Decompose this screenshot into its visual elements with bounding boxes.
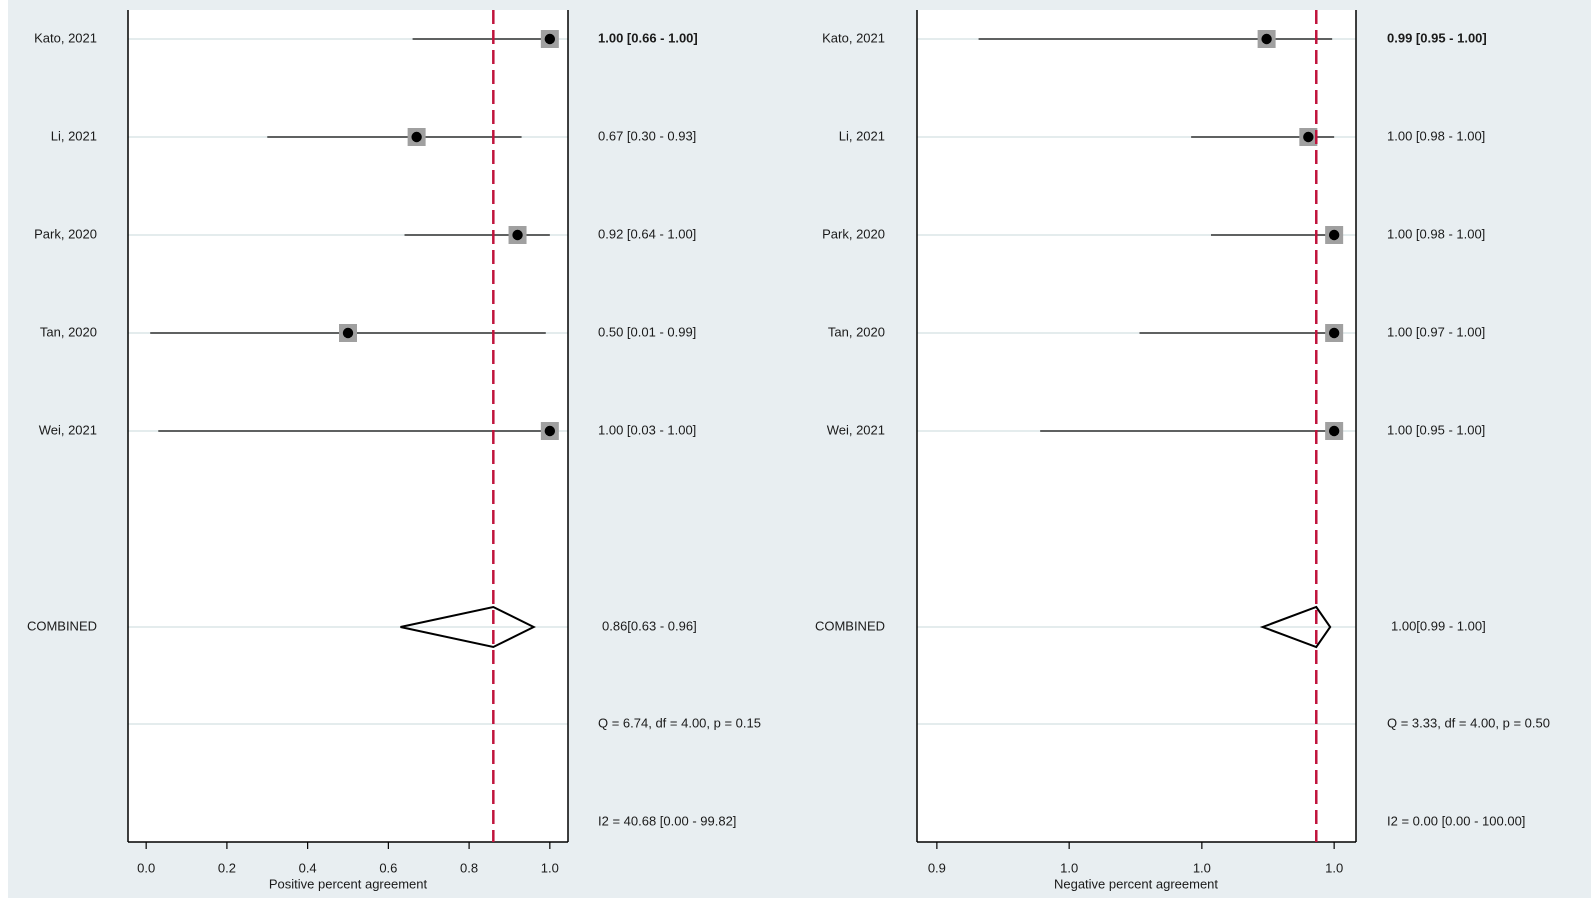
point-estimate xyxy=(411,131,422,143)
study-estimate-text: 0.99 [0.95 - 1.00] xyxy=(1387,30,1487,45)
combined-diamond xyxy=(1259,605,1332,649)
heterogeneity-i2-text: I2 = 40.68 [0.00 - 99.82] xyxy=(598,813,736,828)
study-estimate-text: 0.50 [0.01 - 0.99] xyxy=(598,324,696,339)
combined-label: COMBINED xyxy=(815,618,885,633)
x-tick-label: 0.6 xyxy=(379,860,397,875)
x-axis-label: Negative percent agreement xyxy=(1054,876,1218,891)
x-axis-label: Positive percent agreement xyxy=(269,876,428,891)
study-estimate-text: 1.00 [0.97 - 1.00] xyxy=(1387,324,1485,339)
study-label: Park, 2020 xyxy=(34,226,97,241)
x-tick-label: 1.0 xyxy=(1193,860,1211,875)
plot-area-0 xyxy=(128,10,568,842)
point-estimate xyxy=(544,425,556,437)
point-estimate xyxy=(342,327,354,339)
x-tick-label: 1.0 xyxy=(1325,860,1343,875)
x-tick-label: 0.8 xyxy=(460,860,478,875)
combined-diamond xyxy=(400,605,536,649)
study-label: Tan, 2020 xyxy=(828,324,885,339)
x-tick-label: 0.9 xyxy=(928,860,946,875)
study-label: Wei, 2021 xyxy=(827,422,885,437)
combined-label: COMBINED xyxy=(27,618,97,633)
heterogeneity-q-text: Q = 6.74, df = 4.00, p = 0.15 xyxy=(598,715,761,730)
point-estimate xyxy=(1261,33,1272,45)
x-tick-label: 1.0 xyxy=(1060,860,1078,875)
study-estimate-text: 1.00 [0.66 - 1.00] xyxy=(598,30,698,45)
study-estimate-text: 1.00 [0.98 - 1.00] xyxy=(1387,128,1485,143)
x-tick-label: 0.2 xyxy=(218,860,236,875)
study-estimate-text: 1.00 [0.95 - 1.00] xyxy=(1387,422,1485,437)
x-tick-label: 1.0 xyxy=(541,860,559,875)
study-estimate-text: 1.00 [0.98 - 1.00] xyxy=(1387,226,1485,241)
study-label: Li, 2021 xyxy=(839,128,885,143)
study-label: Kato, 2021 xyxy=(822,30,885,45)
point-estimate xyxy=(544,33,556,45)
study-label: Wei, 2021 xyxy=(39,422,97,437)
x-tick-label: 0.4 xyxy=(299,860,317,875)
point-estimate xyxy=(1328,327,1340,339)
point-estimate xyxy=(1328,425,1340,437)
study-label: Tan, 2020 xyxy=(40,324,97,339)
x-tick-label: 0.0 xyxy=(137,860,155,875)
heterogeneity-q-text: Q = 3.33, df = 4.00, p = 0.50 xyxy=(1387,715,1550,730)
plot-area-1 xyxy=(917,10,1356,842)
study-label: Park, 2020 xyxy=(822,226,885,241)
combined-estimate-text: 0.86[0.63 - 0.96] xyxy=(602,618,697,633)
study-estimate-text: 0.67 [0.30 - 0.93] xyxy=(598,128,696,143)
study-label: Kato, 2021 xyxy=(34,30,97,45)
combined-estimate-text: 1.00[0.99 - 1.00] xyxy=(1391,618,1486,633)
point-estimate xyxy=(512,229,523,241)
study-estimate-text: 0.92 [0.64 - 1.00] xyxy=(598,226,696,241)
point-estimate xyxy=(1303,131,1314,143)
study-label: Li, 2021 xyxy=(51,128,97,143)
study-estimate-text: 1.00 [0.03 - 1.00] xyxy=(598,422,696,437)
heterogeneity-i2-text: I2 = 0.00 [0.00 - 100.00] xyxy=(1387,813,1525,828)
point-estimate xyxy=(1328,229,1340,241)
